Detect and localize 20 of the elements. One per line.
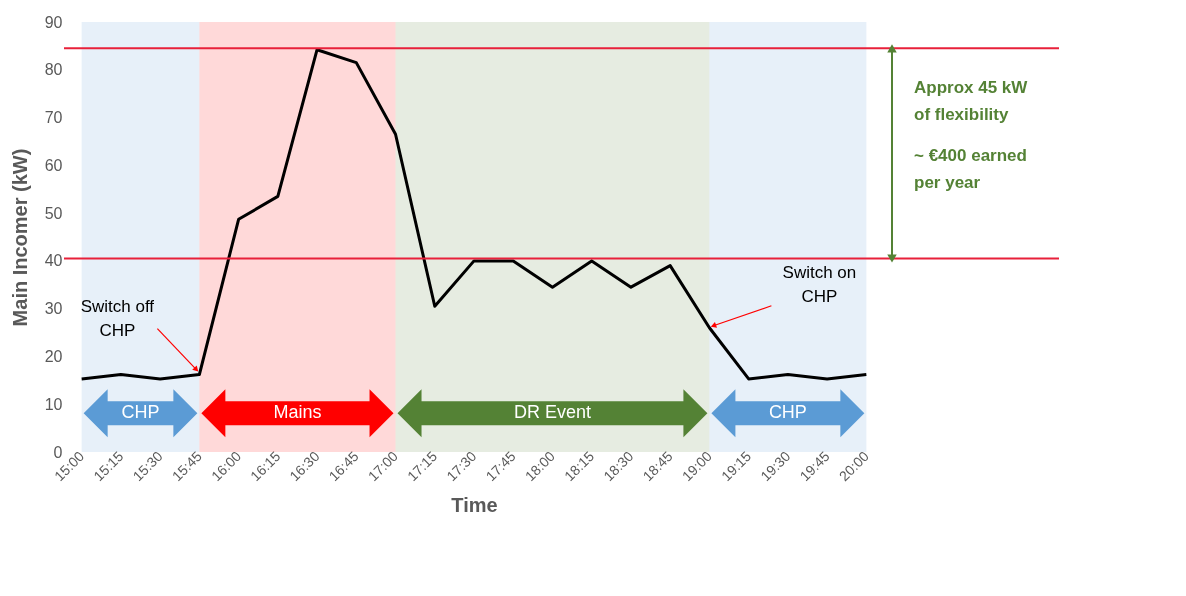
y-tick-label: 80	[44, 61, 63, 79]
x-axis-title: Time	[451, 494, 498, 517]
band-label: CHP	[121, 402, 160, 423]
y-tick-label: 90	[44, 13, 63, 31]
annotation: Switch off CHP	[80, 296, 155, 340]
y-tick-label: 40	[44, 252, 63, 270]
y-tick-label: 10	[44, 395, 63, 413]
annotation: Switch on CHP	[782, 262, 857, 306]
y-tick-label: 70	[44, 109, 63, 127]
band-label: DR Event	[513, 402, 591, 423]
line-series	[80, 48, 868, 381]
y-axis-title: Main Incomer (kW)	[8, 148, 31, 327]
band-label: Mains	[273, 402, 322, 423]
text: ~ €400 earned per year	[914, 146, 1027, 192]
y-tick-label: 20	[44, 347, 63, 365]
text: Approx 45 kW of flexibility	[914, 78, 1029, 124]
y-tick-label: 50	[44, 204, 63, 222]
y-tick-label: 60	[44, 156, 63, 174]
band-label: CHP	[768, 402, 807, 423]
y-tick-label: 30	[44, 300, 63, 318]
